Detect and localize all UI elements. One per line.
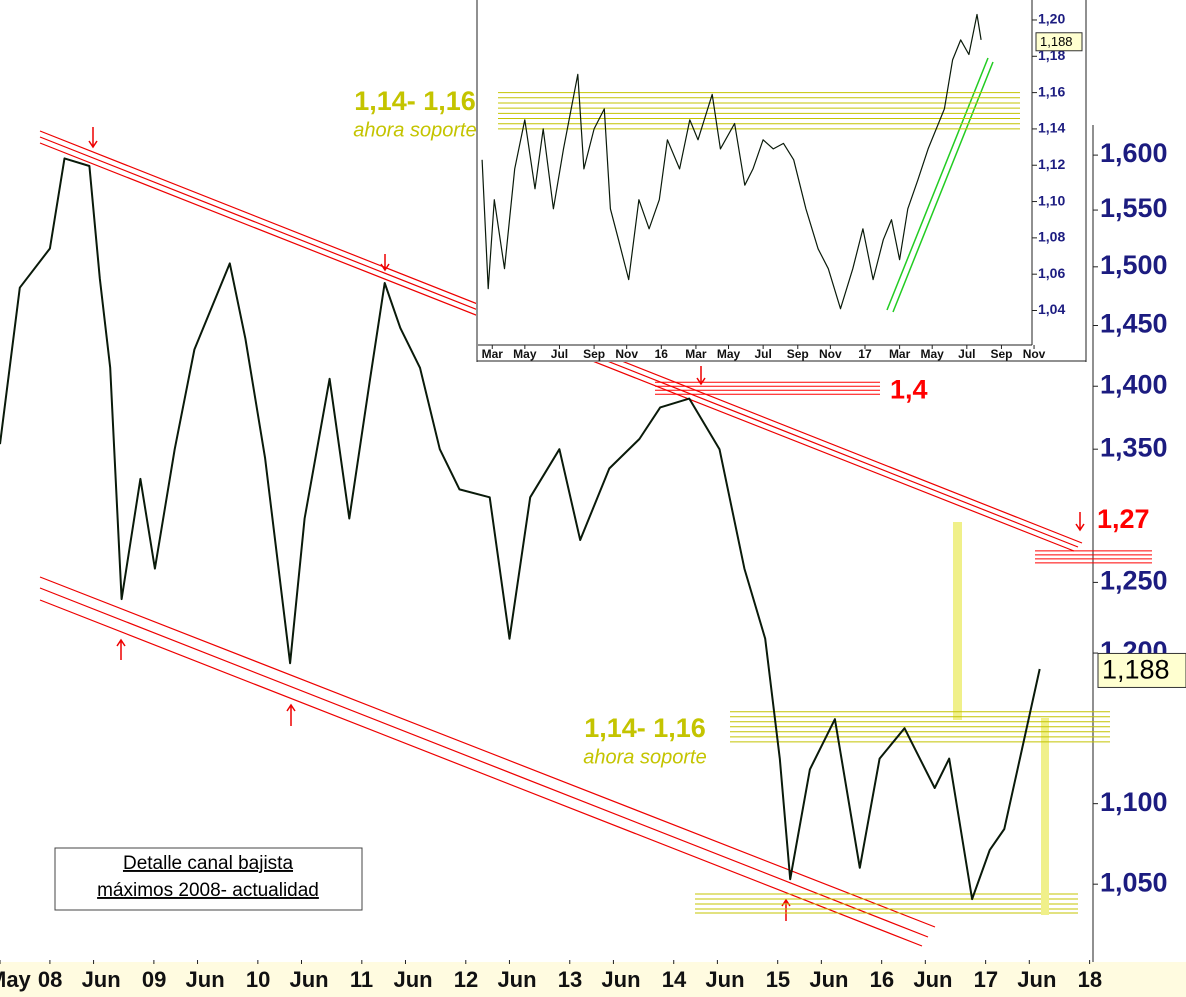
arrow bbox=[1075, 512, 1085, 532]
x-tick-label: Mar bbox=[685, 347, 707, 361]
x-tick-label: 15 bbox=[766, 967, 790, 992]
y-tick-label: 1,450 bbox=[1100, 309, 1168, 339]
x-tick-label: 16 bbox=[655, 347, 669, 361]
x-tick-label: 17 bbox=[858, 347, 872, 361]
band-label: 1,14- 1,16 bbox=[584, 713, 706, 743]
x-tick-label: May bbox=[513, 347, 537, 361]
x-tick-label: Sep bbox=[787, 347, 809, 361]
y-tick-label: 1,050 bbox=[1100, 867, 1168, 897]
last-value-label: 1,188 bbox=[1040, 34, 1073, 49]
x-tick-label: May bbox=[921, 347, 945, 361]
x-tick-label: Jul bbox=[754, 347, 771, 361]
channel-line bbox=[39, 587, 929, 938]
y-tick-label: 1,20 bbox=[1038, 11, 1065, 27]
x-tick-label: Jun bbox=[82, 967, 121, 992]
y-tick-label: 1,500 bbox=[1100, 250, 1168, 280]
channel-line bbox=[39, 599, 923, 947]
x-tick-label: Jul bbox=[958, 347, 975, 361]
x-tick-label: 12 bbox=[454, 967, 478, 992]
x-axis-band bbox=[0, 962, 1186, 997]
price-line bbox=[0, 157, 1041, 901]
x-tick-label: Jun bbox=[705, 967, 744, 992]
x-tick-label: Jun bbox=[601, 967, 640, 992]
arrow bbox=[781, 898, 791, 921]
channel-line bbox=[39, 576, 936, 928]
y-tick-label: 1,04 bbox=[1038, 301, 1065, 317]
y-tick-label: 1,350 bbox=[1100, 432, 1168, 462]
x-tick-label: Nov bbox=[819, 347, 842, 361]
x-tick-label: Mar bbox=[482, 347, 504, 361]
x-tick-label: 17 bbox=[974, 967, 998, 992]
y-tick-label: 1,14 bbox=[1038, 120, 1065, 136]
note-box bbox=[54, 847, 363, 911]
support-band-low bbox=[695, 893, 1078, 914]
y-tick-label: 1,12 bbox=[1038, 156, 1065, 172]
channel-lower bbox=[39, 576, 936, 947]
last-value-box bbox=[1035, 32, 1083, 52]
y-tick-label: 1,06 bbox=[1038, 265, 1065, 281]
x-tick-label: Jun bbox=[809, 967, 848, 992]
arrow bbox=[116, 638, 126, 660]
trend-line bbox=[886, 57, 989, 311]
price-line bbox=[481, 13, 982, 310]
arrow bbox=[286, 703, 296, 726]
band-sublabel: ahora soporte bbox=[583, 746, 706, 768]
range-bar bbox=[953, 522, 962, 720]
x-tick-label: 14 bbox=[662, 967, 687, 992]
x-tick-label: Jun bbox=[393, 967, 432, 992]
x-tick-label: Jul bbox=[551, 347, 568, 361]
x-tick-label: Sep bbox=[583, 347, 605, 361]
x-tick-label: 18 bbox=[1078, 967, 1102, 992]
last-value-label: 1,188 bbox=[1102, 655, 1170, 685]
main-chart: Detalle canal bajista máximos 2008- actu… bbox=[0, 125, 1186, 997]
y-tick-label: 1,250 bbox=[1100, 566, 1168, 596]
x-tick-label: Jun bbox=[497, 967, 536, 992]
trend-line bbox=[892, 61, 994, 313]
x-tick-label: 09 bbox=[142, 967, 166, 992]
x-tick-label: Jun bbox=[913, 967, 952, 992]
band-label: 1,14- 1,16 bbox=[354, 86, 476, 116]
range-bar bbox=[1041, 718, 1049, 915]
y-tick-label: 1,10 bbox=[1038, 192, 1065, 208]
level-label: 1,27 bbox=[1097, 504, 1150, 534]
x-tick-label: Sep bbox=[990, 347, 1012, 361]
x-tick-label: May bbox=[0, 967, 32, 992]
x-tick-label: Jun bbox=[290, 967, 329, 992]
note-line: Detalle canal bajista bbox=[123, 853, 293, 874]
arrow bbox=[380, 254, 390, 272]
x-tick-label: Nov bbox=[1023, 347, 1046, 361]
inset-background bbox=[476, 0, 1088, 362]
y-tick-label: 1,550 bbox=[1100, 193, 1168, 223]
x-tick-label: Mar bbox=[889, 347, 911, 361]
arrow bbox=[696, 366, 706, 386]
note-line: máximos 2008- actualidad bbox=[97, 880, 319, 901]
x-tick-label: 16 bbox=[870, 967, 894, 992]
level-label: 1,4 bbox=[890, 374, 928, 404]
x-tick-label: May bbox=[717, 347, 741, 361]
y-tick-label: 1,08 bbox=[1038, 229, 1065, 245]
y-tick-label: 1,400 bbox=[1100, 369, 1168, 399]
y-tick-label: 1,16 bbox=[1038, 83, 1065, 99]
last-value-box bbox=[1097, 652, 1186, 688]
x-tick-label: 11 bbox=[350, 967, 373, 992]
x-tick-label: Jun bbox=[186, 967, 225, 992]
band-sublabel: ahora soporte bbox=[353, 119, 476, 141]
x-tick-label: 10 bbox=[246, 967, 270, 992]
x-tick-label: Jun bbox=[1017, 967, 1056, 992]
x-tick-label: 08 bbox=[38, 967, 62, 992]
y-tick-label: 1,600 bbox=[1100, 138, 1168, 168]
y-tick-label: 1,100 bbox=[1100, 787, 1168, 817]
x-tick-label: Nov bbox=[615, 347, 638, 361]
x-tick-label: 13 bbox=[558, 967, 582, 992]
arrow bbox=[88, 127, 98, 149]
